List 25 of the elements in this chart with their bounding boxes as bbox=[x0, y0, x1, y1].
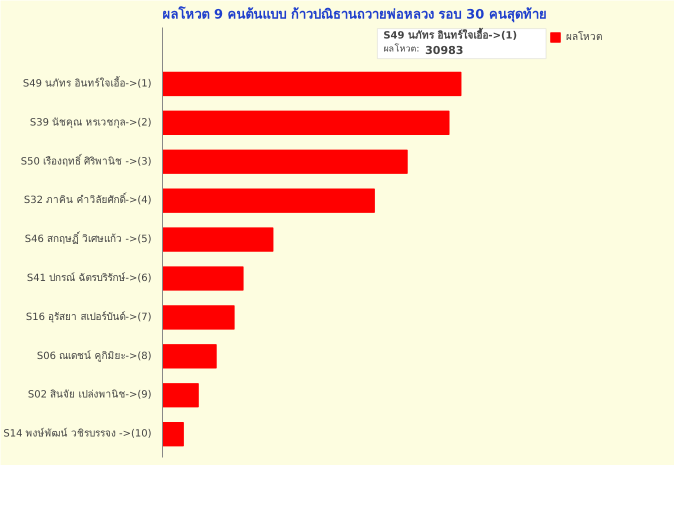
y-tick-label: S32 ภาคิน คำวิลัยศักดิ์->(4) bbox=[24, 192, 152, 206]
bar bbox=[162, 227, 274, 252]
legend-label: ผลโหวต bbox=[566, 30, 602, 44]
annotation: S49 นภัทร อินทร์ใจเอื้อ->(1) bbox=[383, 28, 518, 42]
y-tick-label: S02 สินจัย เปล่งพานิช->(9) bbox=[28, 390, 152, 401]
y-tick-label: S06 ณเดชน์ คูกิมิยะ->(8) bbox=[36, 350, 152, 362]
y-tick-label: S14 พงษ์พัฒน์ วชิรบรรจง ->(10) bbox=[3, 428, 152, 440]
bar bbox=[162, 188, 375, 213]
y-tick-label: S46 สกฤษฏิ์ วิเศษแก้ว ->(5) bbox=[24, 231, 152, 246]
bar bbox=[162, 344, 217, 368]
bar bbox=[162, 110, 450, 136]
y-tick-label: S50 เรืองฤทธิ์ ศิริพานิช ->(3) bbox=[20, 153, 152, 168]
bar bbox=[162, 72, 462, 96]
bar bbox=[162, 383, 199, 408]
y-tick-label: S49 นภัทร อินทร์ใจเอื้อ->(1) bbox=[22, 75, 152, 90]
chart-title: ผลโหวต 9 คนต้นแบบ ก้าวปณิธานถวายพ่อหลวง รอบ 30 คนสุดท้าย bbox=[162, 6, 547, 22]
bar bbox=[162, 422, 184, 446]
y-tick-label: S39 นัชคุณ หรเวชกุล->(2) bbox=[30, 117, 152, 128]
y-tick-label: S16 อุรัสยา สเปอร์บันด์->(7) bbox=[26, 310, 152, 323]
bar bbox=[162, 266, 244, 291]
bar bbox=[162, 150, 408, 174]
annotation: ผลโหวต: bbox=[383, 44, 420, 55]
annotation: 30983 bbox=[425, 44, 464, 58]
y-tick-label: S41 ปกรณ์ ฉัตรบริรักษ์->(6) bbox=[26, 272, 152, 284]
bar bbox=[162, 305, 235, 330]
